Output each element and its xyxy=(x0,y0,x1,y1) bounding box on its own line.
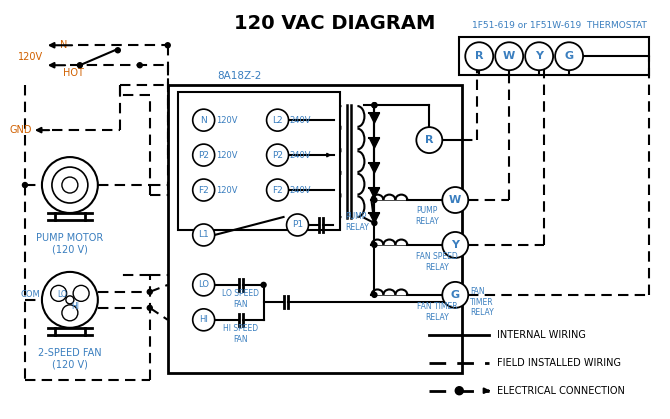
Circle shape xyxy=(555,42,583,70)
Text: HI: HI xyxy=(71,303,79,311)
Text: Y: Y xyxy=(452,240,459,250)
Text: LO: LO xyxy=(57,290,67,299)
Text: 1F51-619 or 1F51W-619  THERMOSTAT: 1F51-619 or 1F51W-619 THERMOSTAT xyxy=(472,21,647,30)
Text: N: N xyxy=(60,40,67,50)
Circle shape xyxy=(193,274,214,296)
Circle shape xyxy=(52,167,88,203)
Text: W: W xyxy=(503,51,515,61)
Circle shape xyxy=(372,220,377,225)
Bar xyxy=(168,85,462,373)
Circle shape xyxy=(147,305,152,310)
Text: FIELD INSTALLED WIRING: FIELD INSTALLED WIRING xyxy=(497,358,621,368)
Circle shape xyxy=(137,63,142,68)
Text: Y: Y xyxy=(535,51,543,61)
Text: G: G xyxy=(451,290,460,300)
Circle shape xyxy=(147,290,152,295)
Text: FAN SPEED
RELAY: FAN SPEED RELAY xyxy=(417,252,458,272)
Circle shape xyxy=(23,183,27,188)
Text: 120V: 120V xyxy=(216,116,237,124)
Circle shape xyxy=(416,127,442,153)
Text: 120 VAC DIAGRAM: 120 VAC DIAGRAM xyxy=(234,14,435,33)
Circle shape xyxy=(73,285,89,301)
Circle shape xyxy=(267,179,289,201)
Circle shape xyxy=(42,272,98,328)
Text: 120V: 120V xyxy=(216,186,237,194)
Text: 240V: 240V xyxy=(289,186,312,194)
Text: ELECTRICAL CONNECTION: ELECTRICAL CONNECTION xyxy=(497,386,625,396)
Circle shape xyxy=(193,109,214,131)
Circle shape xyxy=(42,157,98,213)
Circle shape xyxy=(51,285,66,301)
Text: P1: P1 xyxy=(292,220,303,230)
Polygon shape xyxy=(369,138,379,148)
Circle shape xyxy=(115,48,121,53)
Text: R: R xyxy=(475,51,484,61)
Circle shape xyxy=(372,243,377,248)
Text: W: W xyxy=(449,195,462,205)
Bar xyxy=(178,92,340,230)
Circle shape xyxy=(372,197,377,202)
Circle shape xyxy=(525,42,553,70)
Text: LO SPEED
FAN: LO SPEED FAN xyxy=(222,289,259,308)
Circle shape xyxy=(66,296,74,304)
Text: PUMP
RELAY: PUMP RELAY xyxy=(415,206,440,226)
Text: PUMP
RELAY: PUMP RELAY xyxy=(346,212,369,232)
Circle shape xyxy=(193,224,214,246)
Circle shape xyxy=(261,282,266,287)
Circle shape xyxy=(442,232,468,258)
Text: GND: GND xyxy=(9,125,32,135)
Text: COM: COM xyxy=(20,290,40,299)
Text: 8A18Z-2: 8A18Z-2 xyxy=(218,71,262,81)
Circle shape xyxy=(442,187,468,213)
Circle shape xyxy=(372,292,377,297)
Circle shape xyxy=(62,305,78,321)
Text: 120V: 120V xyxy=(18,52,43,62)
Text: 2-SPEED FAN
(120 V): 2-SPEED FAN (120 V) xyxy=(38,348,102,370)
Text: HI: HI xyxy=(199,316,208,324)
Circle shape xyxy=(372,103,377,108)
Circle shape xyxy=(495,42,523,70)
Circle shape xyxy=(193,309,214,331)
Text: 240V: 240V xyxy=(289,116,312,124)
Circle shape xyxy=(456,387,463,395)
Text: 120V: 120V xyxy=(216,150,237,160)
Polygon shape xyxy=(369,188,379,198)
Text: P2: P2 xyxy=(198,150,209,160)
Text: R: R xyxy=(425,135,433,145)
Polygon shape xyxy=(369,113,379,123)
Text: HOT: HOT xyxy=(63,68,84,78)
Circle shape xyxy=(193,144,214,166)
Text: FAN
TIMER
RELAY: FAN TIMER RELAY xyxy=(470,287,494,317)
Polygon shape xyxy=(369,213,379,223)
Bar xyxy=(459,37,649,75)
Text: P2: P2 xyxy=(272,150,283,160)
Circle shape xyxy=(267,144,289,166)
Text: 240V: 240V xyxy=(289,150,312,160)
Text: G: G xyxy=(565,51,574,61)
Circle shape xyxy=(287,214,308,236)
Text: INTERNAL WIRING: INTERNAL WIRING xyxy=(497,330,586,340)
Text: PUMP MOTOR
(120 V): PUMP MOTOR (120 V) xyxy=(36,233,103,255)
Circle shape xyxy=(62,177,78,193)
Text: L1: L1 xyxy=(198,230,209,240)
Text: LO: LO xyxy=(198,280,209,290)
Text: L2: L2 xyxy=(272,116,283,124)
Circle shape xyxy=(77,63,82,68)
Text: FAN TIMER
RELAY: FAN TIMER RELAY xyxy=(417,302,458,321)
Circle shape xyxy=(372,103,377,108)
Circle shape xyxy=(165,43,170,48)
Circle shape xyxy=(465,42,493,70)
Circle shape xyxy=(193,179,214,201)
Polygon shape xyxy=(369,163,379,173)
Circle shape xyxy=(442,282,468,308)
Text: N: N xyxy=(200,116,207,124)
Text: HI SPEED
FAN: HI SPEED FAN xyxy=(223,324,258,344)
Circle shape xyxy=(267,109,289,131)
Text: F2: F2 xyxy=(198,186,209,194)
Text: F2: F2 xyxy=(272,186,283,194)
